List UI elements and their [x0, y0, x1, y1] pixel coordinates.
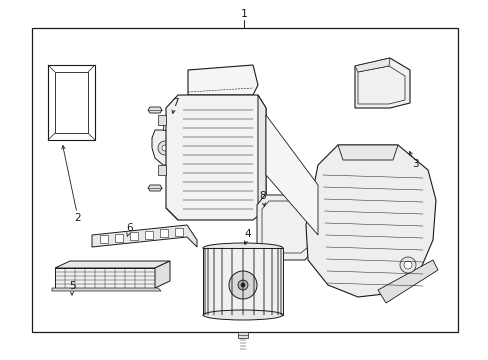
- Polygon shape: [238, 332, 247, 338]
- Bar: [160, 229, 168, 237]
- Polygon shape: [377, 260, 437, 303]
- Polygon shape: [203, 248, 283, 315]
- Text: 7: 7: [171, 98, 178, 108]
- Polygon shape: [158, 165, 165, 175]
- Text: 1: 1: [240, 9, 247, 19]
- Text: 8: 8: [259, 191, 266, 201]
- Polygon shape: [52, 288, 161, 291]
- Polygon shape: [337, 145, 397, 160]
- Text: 3: 3: [411, 159, 417, 169]
- Circle shape: [170, 141, 183, 155]
- Polygon shape: [305, 145, 435, 297]
- Text: 4: 4: [244, 229, 251, 239]
- Circle shape: [174, 145, 180, 151]
- Bar: [145, 230, 153, 239]
- Polygon shape: [165, 95, 265, 220]
- Polygon shape: [55, 268, 155, 288]
- Polygon shape: [354, 58, 389, 72]
- Circle shape: [238, 280, 247, 290]
- Polygon shape: [187, 65, 258, 95]
- Polygon shape: [155, 261, 170, 288]
- Ellipse shape: [203, 243, 283, 253]
- Bar: [100, 235, 108, 243]
- Polygon shape: [148, 107, 162, 113]
- Polygon shape: [92, 225, 197, 247]
- Text: 6: 6: [126, 223, 133, 233]
- Circle shape: [403, 261, 411, 269]
- Bar: [32, 28, 457, 332]
- Text: 5: 5: [68, 281, 75, 291]
- Circle shape: [399, 257, 415, 273]
- Bar: [115, 234, 123, 242]
- Polygon shape: [158, 115, 165, 125]
- Bar: [130, 232, 138, 240]
- Polygon shape: [257, 195, 312, 260]
- Ellipse shape: [203, 310, 283, 320]
- Circle shape: [228, 271, 257, 299]
- Polygon shape: [163, 122, 177, 130]
- Polygon shape: [152, 130, 186, 165]
- Text: 2: 2: [75, 213, 81, 223]
- Polygon shape: [258, 95, 265, 220]
- Polygon shape: [265, 115, 317, 235]
- Polygon shape: [148, 185, 162, 191]
- Bar: [175, 228, 183, 235]
- Circle shape: [158, 141, 172, 155]
- Polygon shape: [55, 261, 170, 268]
- Circle shape: [241, 283, 244, 287]
- Circle shape: [162, 145, 168, 151]
- Polygon shape: [354, 58, 409, 108]
